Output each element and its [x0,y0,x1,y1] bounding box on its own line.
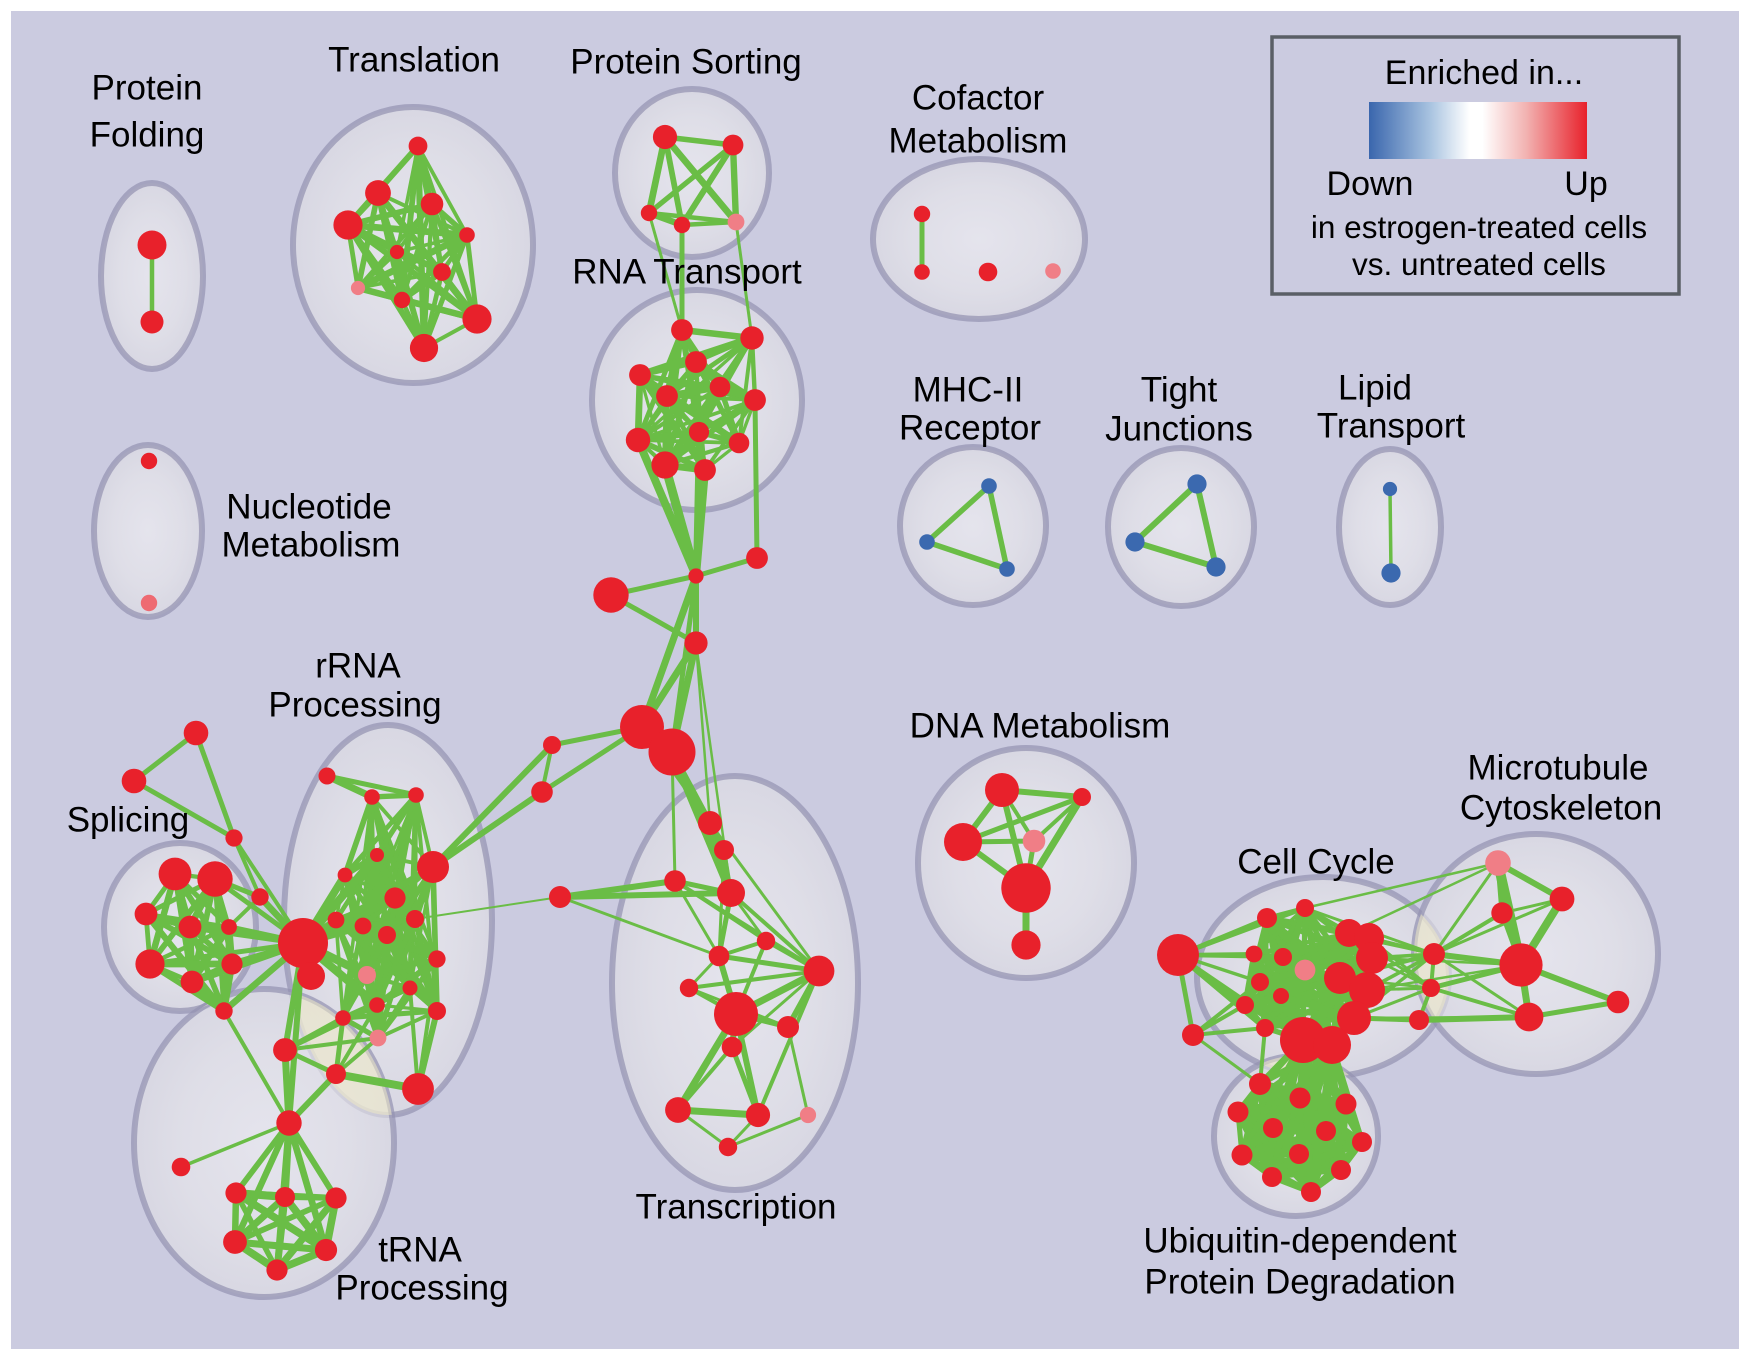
svg-text:Tight: Tight [1141,371,1218,410]
svg-text:Processing: Processing [268,686,441,725]
svg-text:Protein: Protein [92,69,203,108]
svg-text:Cell Cycle: Cell Cycle [1237,843,1395,882]
svg-text:DNA Metabolism: DNA Metabolism [910,707,1171,746]
svg-text:Transcription: Transcription [636,1188,837,1227]
svg-text:Transport: Transport [1317,407,1466,446]
svg-text:Splicing: Splicing [67,801,190,840]
svg-text:Junctions: Junctions [1105,410,1253,449]
svg-text:Protein Degradation: Protein Degradation [1144,1263,1455,1302]
svg-text:tRNA: tRNA [378,1231,462,1270]
svg-text:Metabolism: Metabolism [222,526,401,565]
svg-text:Nucleotide: Nucleotide [226,488,391,527]
svg-text:Microtubule: Microtubule [1468,749,1649,788]
svg-text:RNA Transport: RNA Transport [572,253,802,292]
svg-text:Metabolism: Metabolism [889,122,1068,161]
svg-text:Down: Down [1327,165,1414,203]
svg-text:Protein Sorting: Protein Sorting [570,43,802,82]
svg-text:Cytoskeleton: Cytoskeleton [1460,789,1662,828]
svg-text:vs. untreated cells: vs. untreated cells [1352,246,1606,282]
svg-text:Lipid: Lipid [1338,369,1412,408]
svg-text:Ubiquitin-dependent: Ubiquitin-dependent [1143,1222,1457,1261]
svg-text:in estrogen-treated cells: in estrogen-treated cells [1311,209,1647,245]
svg-text:Processing: Processing [335,1269,508,1308]
svg-text:Enriched in...: Enriched in... [1385,54,1583,92]
svg-text:Up: Up [1564,165,1607,203]
svg-text:rRNA: rRNA [315,647,401,686]
svg-text:Folding: Folding [90,116,205,155]
svg-text:MHC-II: MHC-II [913,371,1024,410]
svg-text:Translation: Translation [328,41,500,80]
svg-text:Receptor: Receptor [899,409,1041,448]
svg-text:Cofactor: Cofactor [912,79,1045,118]
